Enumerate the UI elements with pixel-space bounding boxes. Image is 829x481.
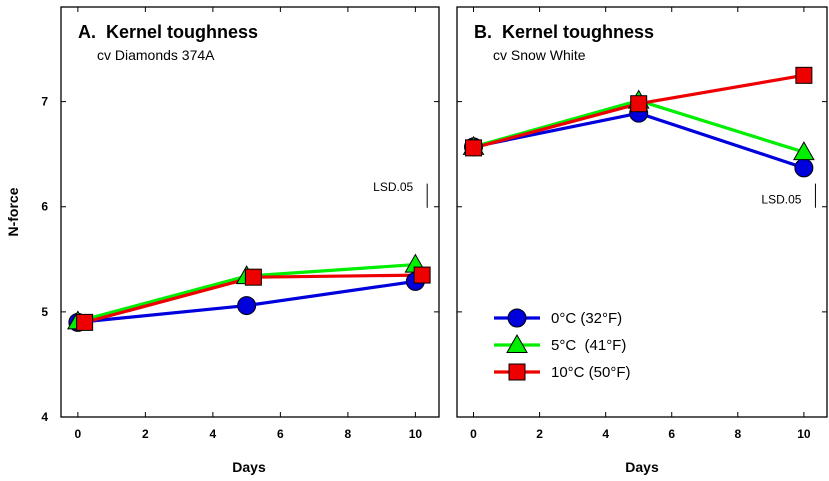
panel-b-data-point [630, 95, 648, 113]
panel-b-x-tick-label: 10 [797, 427, 811, 441]
panel-a-x-tick-label: 10 [409, 427, 423, 441]
panel-a-x-tick-label: 2 [142, 427, 149, 441]
legend-label: 10°C (50°F) [551, 364, 631, 381]
legend-label: 5°C (41°F) [551, 337, 626, 354]
panel-b-x-tick-label: 6 [668, 427, 675, 441]
panel-a-data-point [413, 266, 431, 284]
panel-b-data-point [793, 141, 815, 161]
panel-b-title: B. Kernel toughness [474, 22, 654, 42]
panel-a-y-tick-label: 5 [41, 305, 48, 319]
panel-a-y-tick-label: 6 [41, 200, 48, 214]
panel-a-y-tick-label: 4 [41, 410, 48, 424]
legend-swatch-marker [506, 333, 528, 353]
panel-a-subtitle: cv Diamonds 374A [97, 47, 215, 63]
panel-a-lsd-label: LSD.05 [373, 180, 413, 194]
panel-b-x-tick-label: 8 [734, 427, 741, 441]
panel-b-x-axis-label: Days [625, 459, 659, 475]
panel-a-data-point [244, 268, 262, 286]
panel-b-frame [456, 6, 828, 418]
legend: 0°C (32°F) 5°C (41°F) 10°C (50°F) [494, 308, 631, 381]
panel-b-lsd-label: LSD.05 [761, 193, 801, 207]
panel-b-x-tick-label: 2 [536, 427, 543, 441]
panel-a-data-point [237, 296, 257, 316]
panel-a-x-tick-label: 4 [210, 427, 217, 441]
panel-b-data-point [465, 139, 483, 157]
legend-swatch-marker [508, 363, 526, 381]
panel-a-x-axis-label: Days [232, 459, 266, 475]
panel-b-data-point [794, 158, 814, 178]
panel-a-data-point [76, 313, 94, 331]
panel-a-title: A. Kernel toughness [78, 22, 258, 42]
panel-a-x-tick-label: 6 [277, 427, 284, 441]
panel-a-y-axis-label: N-force [5, 187, 21, 236]
panel-b-x-tick-label: 0 [470, 427, 477, 441]
panel-a-frame [60, 6, 440, 418]
panel-a-x-tick-label: 8 [345, 427, 352, 441]
legend-swatch-marker [507, 308, 527, 328]
panel-a: 0 2 4 6 8 10 4 5 6 7 Days N-force A. Kernel toughnes… [5, 6, 440, 475]
panel-a-y-tick-label: 7 [41, 95, 48, 109]
panel-b: 0 2 4 6 8 10 Days B. Kernel toughness cv Snow Wh… [456, 6, 828, 475]
legend-label: 0°C (32°F) [551, 310, 622, 327]
panel-b-subtitle: cv Snow White [493, 47, 586, 63]
panel-b-data-point [795, 66, 813, 84]
panel-b-x-tick-label: 4 [602, 427, 609, 441]
panel-a-x-tick-label: 0 [75, 427, 82, 441]
